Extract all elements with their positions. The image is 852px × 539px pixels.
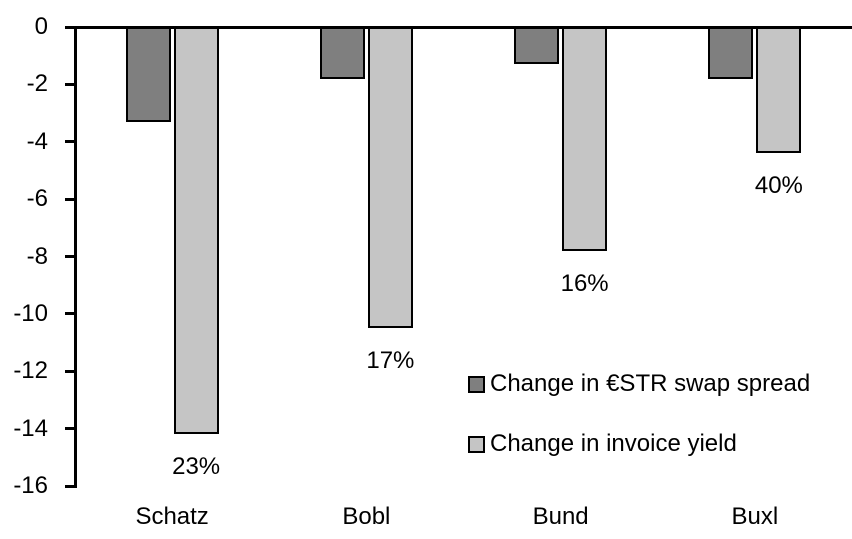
y-tick-label: -10 [13,299,48,327]
legend-swatch-icon [468,435,485,453]
legend-label: Change in invoice yield [490,430,737,457]
y-axis-line [73,25,77,488]
y-tick [65,484,75,488]
legend-swatch-icon [468,375,485,393]
y-tick [65,312,75,316]
x-tick-label-bund: Bund [532,503,589,530]
x-axis-zero-line [65,25,852,29]
y-tick-label: -12 [13,357,48,385]
bar-series1-bobl [319,27,365,79]
data-label-bobl: 17% [366,347,415,375]
bar-series2-bund [562,27,608,251]
y-tick [65,369,75,373]
y-tick [65,255,75,258]
y-tick-label: -6 [26,185,48,213]
y-tick-label: 0 [34,13,48,40]
y-tick [65,82,75,86]
x-tick-label-schatz: Schatz [135,503,209,530]
bar-series2-buxl [756,27,802,154]
data-label-buxl: 40% [754,172,803,200]
bar-series2-bobl [367,27,413,329]
legend-item: Change in €STR swap spread [468,371,810,397]
y-tick-label: -4 [26,127,48,155]
legend-label: Change in €STR swap spread [490,370,811,397]
legend-item: Change in invoice yield [468,431,737,457]
y-tick-label: -14 [13,414,48,442]
y-tick-label: -8 [26,242,48,270]
data-label-bund: 16% [560,269,609,297]
y-tick [65,25,75,29]
y-tick [65,427,75,431]
x-tick-label-buxl: Buxl [731,503,779,530]
y-tick-label: -16 [13,472,48,499]
data-label-schatz: 23% [172,453,221,481]
bar-series1-buxl [708,27,754,79]
y-tick-label: -2 [26,70,48,98]
y-tick [65,197,75,201]
bar-series1-schatz [125,27,171,122]
y-tick [65,140,75,144]
bar-series2-schatz [173,27,219,435]
x-tick-label-bobl: Bobl [342,503,391,530]
bar-series1-bund [514,27,560,65]
